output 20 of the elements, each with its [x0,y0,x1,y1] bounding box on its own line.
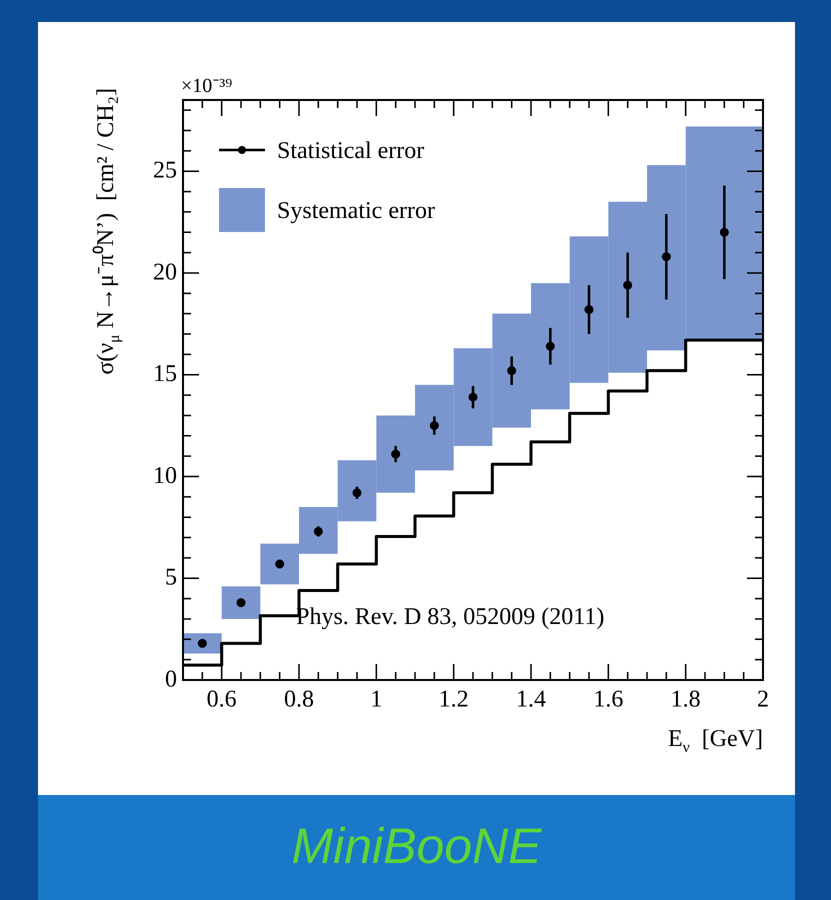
x-tick-label: 0.6 [206,686,237,713]
text: MiniBooNE [290,817,543,875]
x-tick-label: 1.2 [438,686,469,713]
x-tick-label: 2 [757,686,769,713]
legend-label: Statistical error [277,138,424,164]
y-tick-label: 25 [153,158,177,184]
x-tick-label: 1 [370,686,382,713]
y-tick-label: 15 [153,361,177,388]
y-tick-label: 20 [153,259,177,286]
y-tick-label: 10 [153,462,177,489]
x-tick-label: 1.6 [593,686,624,713]
legend-label: Systematic error [277,198,435,224]
x-tick-label: 1.8 [670,686,701,713]
x-tick-label: 1.4 [516,686,546,713]
y-tick-label: 5 [165,564,177,591]
bar [222,586,260,619]
y-axis-title: σ(νμ N→μ⁻π⁰N’) [cm² / CH₂] [92,88,123,375]
x-tick-label: 0.8 [284,686,314,713]
y-tick-label: 0 [165,666,177,692]
text: ×10⁻³⁹ [181,75,232,97]
